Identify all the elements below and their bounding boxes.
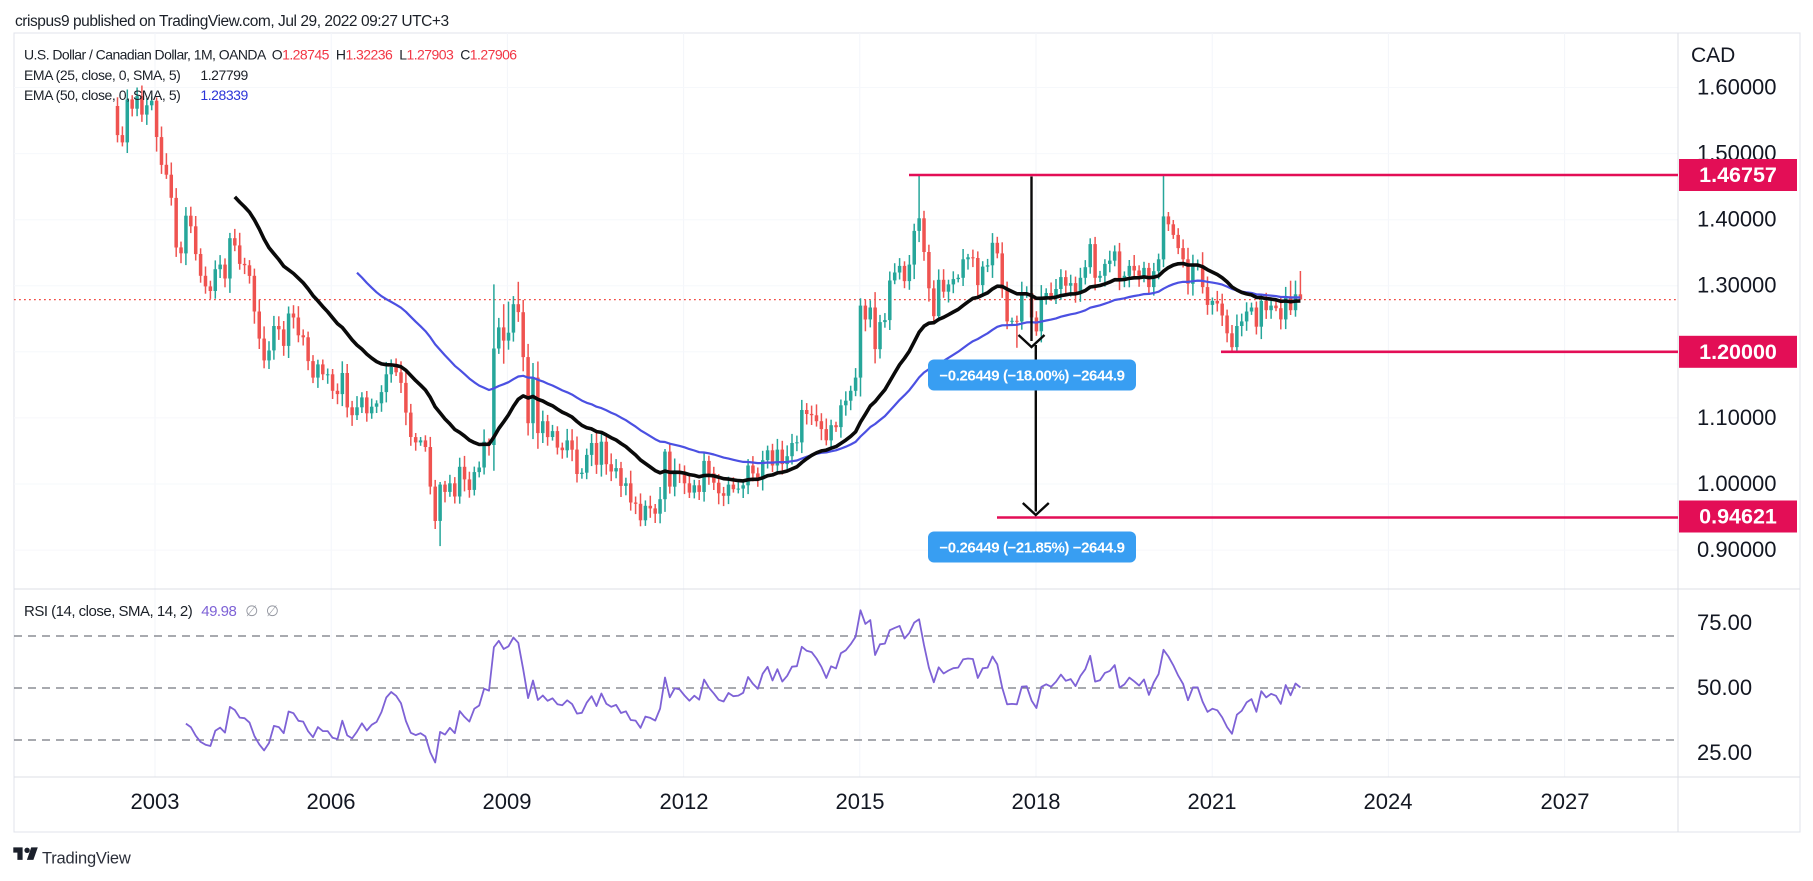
svg-text:2012: 2012 — [660, 789, 709, 814]
svg-text:2009: 2009 — [483, 789, 532, 814]
svg-text:1.20000: 1.20000 — [1699, 340, 1777, 364]
svg-text:−0.26449 (−18.00%) −2644.9: −0.26449 (−18.00%) −2644.9 — [939, 368, 1124, 385]
svg-text:2018: 2018 — [1012, 789, 1061, 814]
svg-text:75.00: 75.00 — [1697, 610, 1752, 635]
svg-text:EMA (25, close, 0, SMA, 5)1.27: EMA (25, close, 0, SMA, 5) 1.27799 — [24, 67, 248, 83]
svg-text:−0.26449 (−21.85%) −2644.9: −0.26449 (−21.85%) −2644.9 — [939, 540, 1124, 557]
svg-text:0.94621: 0.94621 — [1699, 505, 1777, 529]
svg-text:CAD: CAD — [1691, 44, 1735, 67]
svg-text:2006: 2006 — [307, 789, 356, 814]
svg-text:25.00: 25.00 — [1697, 740, 1752, 765]
svg-text:1.60000: 1.60000 — [1697, 75, 1777, 100]
svg-text:50.00: 50.00 — [1697, 675, 1752, 700]
svg-text:EMA (50, close, 0, SMA, 5)1.28: EMA (50, close, 0, SMA, 5) 1.28339 — [24, 87, 248, 103]
svg-text:1.46757: 1.46757 — [1699, 163, 1777, 187]
svg-text:1.30000: 1.30000 — [1697, 273, 1777, 298]
svg-text:TradingView: TradingView — [42, 850, 131, 868]
svg-text:2027: 2027 — [1541, 789, 1590, 814]
svg-text:1.00000: 1.00000 — [1697, 471, 1777, 496]
svg-text:0.90000: 0.90000 — [1697, 537, 1777, 562]
svg-text:RSI (14, close, SMA, 14, 2)49.: RSI (14, close, SMA, 14, 2) 49.98 ∅ ∅ — [24, 603, 278, 620]
svg-text:2003: 2003 — [131, 789, 180, 814]
svg-text:2024: 2024 — [1364, 789, 1413, 814]
svg-text:2015: 2015 — [836, 789, 885, 814]
svg-text:1.10000: 1.10000 — [1697, 405, 1777, 430]
svg-text:1.40000: 1.40000 — [1697, 207, 1777, 232]
svg-text:crispus9 published on TradingV: crispus9 published on TradingView.com, J… — [15, 13, 449, 30]
svg-text:2021: 2021 — [1188, 789, 1237, 814]
